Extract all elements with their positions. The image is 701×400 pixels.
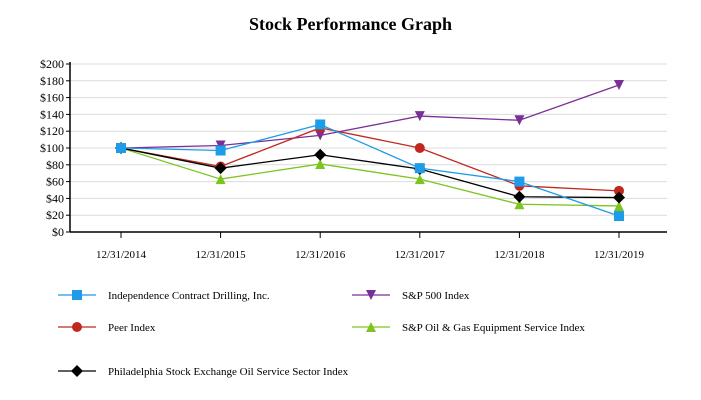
diamond-marker bbox=[314, 148, 327, 161]
triangle-up-marker bbox=[514, 199, 525, 210]
triangle-up-marker bbox=[614, 200, 624, 211]
legend-label: S&P 500 Index bbox=[402, 290, 470, 302]
x-tick-label: 12/31/2017 bbox=[395, 249, 446, 261]
square-marker bbox=[315, 119, 326, 130]
y-tick-label: $0 bbox=[52, 225, 64, 239]
triangle-down-marker bbox=[514, 115, 525, 126]
square-marker bbox=[215, 145, 226, 156]
chart-title: Stock Performance Graph bbox=[249, 14, 452, 34]
triangle-up-marker bbox=[215, 174, 226, 185]
triangle-down-marker bbox=[414, 111, 425, 122]
x-tick-label: 12/31/2015 bbox=[196, 249, 247, 261]
legend-item: S&P Oil & Gas Equipment Service Index bbox=[352, 322, 585, 334]
series-philadelphia-stock-exchange-oil-service-sector-index bbox=[115, 142, 625, 204]
series-s-p-500-index bbox=[116, 80, 624, 153]
legend-label: Independence Contract Drilling, Inc. bbox=[108, 290, 270, 302]
y-tick-label: $120 bbox=[40, 124, 64, 138]
diamond-marker bbox=[71, 365, 83, 377]
legend-label: Philadelphia Stock Exchange Oil Service … bbox=[108, 366, 349, 378]
y-tick-label: $20 bbox=[46, 208, 64, 222]
legend-item: Philadelphia Stock Exchange Oil Service … bbox=[58, 365, 349, 378]
triangle-down-marker bbox=[614, 80, 624, 90]
x-tick-label: 12/31/2018 bbox=[494, 249, 545, 261]
square-marker bbox=[116, 143, 126, 153]
y-tick-label: $140 bbox=[40, 107, 64, 121]
x-tick-label: 12/31/2016 bbox=[295, 249, 346, 261]
triangle-up-marker bbox=[366, 322, 376, 332]
y-tick-label: $180 bbox=[40, 74, 64, 88]
circle-marker bbox=[72, 322, 82, 332]
y-tick-label: $80 bbox=[46, 158, 64, 172]
square-marker bbox=[414, 163, 425, 174]
series-independence-contract-drilling-inc- bbox=[116, 119, 624, 222]
diamond-marker bbox=[214, 162, 227, 175]
legend-item: S&P 500 Index bbox=[352, 290, 470, 302]
y-tick-label: $160 bbox=[40, 91, 64, 105]
series-peer-index bbox=[116, 122, 624, 196]
x-tick-label: 12/31/2019 bbox=[594, 249, 645, 261]
diamond-marker bbox=[513, 190, 526, 203]
series-line bbox=[120, 127, 620, 192]
y-tick-label: $100 bbox=[40, 141, 64, 155]
series-line bbox=[120, 147, 620, 199]
series-s-p-oil-gas-equipment-service-index bbox=[116, 143, 624, 211]
y-tick-label: $200 bbox=[40, 57, 64, 71]
circle-marker bbox=[614, 185, 624, 196]
series-line bbox=[120, 123, 620, 217]
triangle-down-marker bbox=[366, 290, 376, 300]
square-marker bbox=[514, 176, 525, 187]
triangle-down-marker bbox=[315, 130, 326, 141]
legend-label: Peer Index bbox=[108, 322, 156, 334]
triangle-up-marker bbox=[315, 158, 326, 169]
diamond-marker bbox=[613, 191, 625, 204]
legend-label: S&P Oil & Gas Equipment Service Index bbox=[402, 322, 585, 334]
circle-marker bbox=[414, 143, 425, 153]
square-marker bbox=[72, 290, 82, 300]
legend-item: Independence Contract Drilling, Inc. bbox=[58, 290, 270, 302]
y-tick-label: $40 bbox=[46, 191, 64, 205]
series-line bbox=[120, 84, 620, 149]
series-line bbox=[120, 147, 620, 207]
square-marker bbox=[614, 211, 624, 222]
triangle-up-marker bbox=[414, 174, 425, 185]
triangle-down-marker bbox=[215, 140, 226, 151]
legend-item: Peer Index bbox=[58, 322, 156, 334]
x-tick-label: 12/31/2014 bbox=[96, 249, 147, 261]
y-tick-label: $60 bbox=[46, 175, 64, 189]
